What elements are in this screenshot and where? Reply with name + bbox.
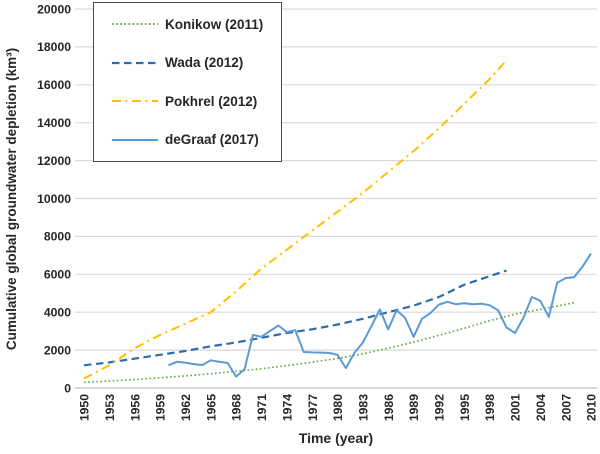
series-line-1 — [83, 269, 507, 367]
x-tick-label: 1986 — [382, 394, 396, 421]
legend-item-wada: Wada (2012) — [112, 44, 281, 82]
x-tick-label: 1962 — [179, 394, 193, 421]
legend: Konikow (2011) Wada (2012) Pokhrel (2012… — [93, 2, 282, 162]
y-tick-label: 0 — [64, 381, 71, 395]
series-line-2 — [83, 59, 508, 380]
legend-label: Wada (2012) — [165, 55, 244, 71]
x-axis-title: Time (year) — [298, 430, 374, 446]
x-tick-label: 1977 — [306, 394, 320, 421]
x-tick-label: 2007 — [559, 394, 573, 421]
y-tick-label: 20000 — [37, 2, 71, 16]
x-tick-label: 1950 — [78, 394, 92, 421]
x-tick-label: 2010 — [585, 394, 599, 421]
solid-line-sample-icon — [112, 138, 158, 141]
x-tick-label: 2001 — [509, 394, 523, 421]
legend-label: Konikow (2011) — [165, 16, 264, 32]
x-tick-label: 1989 — [407, 394, 421, 421]
y-tick-label: 4000 — [44, 306, 71, 320]
legend-label: Pokhrel (2012) — [165, 93, 258, 109]
x-tick-label: 1974 — [280, 394, 294, 421]
x-tick-label: 1998 — [483, 394, 497, 421]
x-tick-label: 1956 — [128, 394, 142, 421]
y-tick-label: 10000 — [37, 192, 71, 206]
legend-item-pokhrel: Pokhrel (2012) — [112, 82, 281, 120]
legend-item-degraaf: deGraaf (2017) — [112, 121, 281, 159]
x-tick-label: 1953 — [103, 394, 117, 421]
x-tick-label: 1965 — [204, 394, 218, 421]
y-axis-title: Cumulative global groundwater depletion … — [4, 47, 19, 351]
x-tick-label: 1980 — [331, 394, 345, 421]
y-tick-label: 12000 — [37, 154, 71, 168]
x-tick-label: 1968 — [230, 394, 244, 421]
y-tick-label: 2000 — [44, 343, 71, 357]
legend-label: deGraaf (2017) — [165, 132, 259, 148]
y-tick-label: 8000 — [44, 230, 71, 244]
dashed-line-sample-icon — [112, 61, 158, 64]
y-tick-label: 18000 — [37, 40, 71, 54]
dotted-line-sample-icon — [112, 23, 158, 26]
series-line-3 — [168, 252, 592, 378]
x-tick-label: 1983 — [357, 394, 371, 421]
x-tick-label: 1995 — [458, 394, 472, 421]
x-tick-label: 1992 — [433, 394, 447, 421]
x-tick-label: 1959 — [154, 394, 168, 421]
y-tick-label: 14000 — [37, 116, 71, 130]
x-tick-label: 2004 — [534, 394, 548, 421]
y-tick-label: 16000 — [37, 78, 71, 92]
x-tick-label: 1971 — [255, 394, 269, 421]
y-tick-label: 6000 — [44, 268, 71, 282]
series-line-0 — [83, 301, 575, 384]
legend-item-konikow: Konikow (2011) — [112, 5, 281, 43]
dashdot-line-sample-icon — [112, 100, 158, 103]
